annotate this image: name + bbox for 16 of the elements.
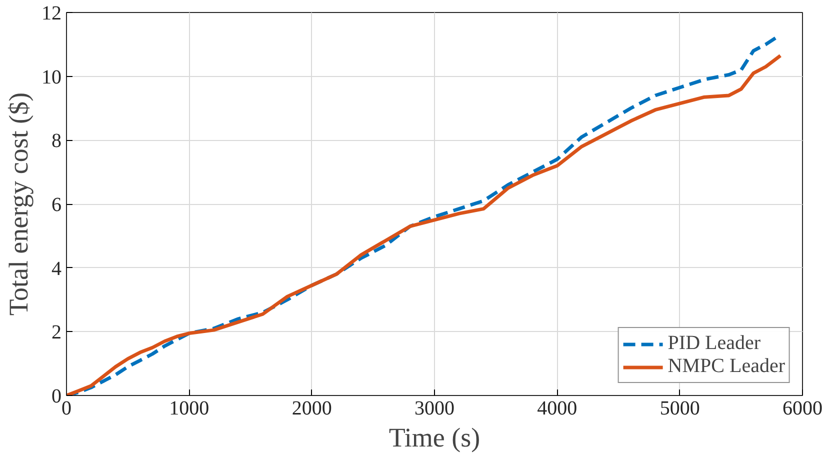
- y-tick-label: 6: [52, 194, 62, 216]
- y-tick-label: 10: [42, 66, 62, 88]
- y-tick-label: 12: [42, 2, 62, 24]
- y-tick-label: 8: [52, 130, 62, 152]
- x-tick-label: 3000: [414, 398, 454, 420]
- x-tick-label: 5000: [660, 398, 700, 420]
- y-tick-label: 4: [52, 258, 62, 280]
- legend-label: NMPC Leader: [668, 355, 785, 378]
- x-tick-label: 1000: [169, 398, 210, 420]
- y-tick-label: 2: [52, 322, 62, 344]
- y-axis-title: Total energy cost ($): [4, 92, 34, 316]
- legend-label: PID Leader: [668, 332, 761, 355]
- x-tick-label: 6000: [782, 398, 822, 420]
- x-axis-title: Time (s): [388, 422, 480, 452]
- x-tick-label: 2000: [292, 398, 332, 420]
- x-tick-label: 4000: [537, 398, 578, 420]
